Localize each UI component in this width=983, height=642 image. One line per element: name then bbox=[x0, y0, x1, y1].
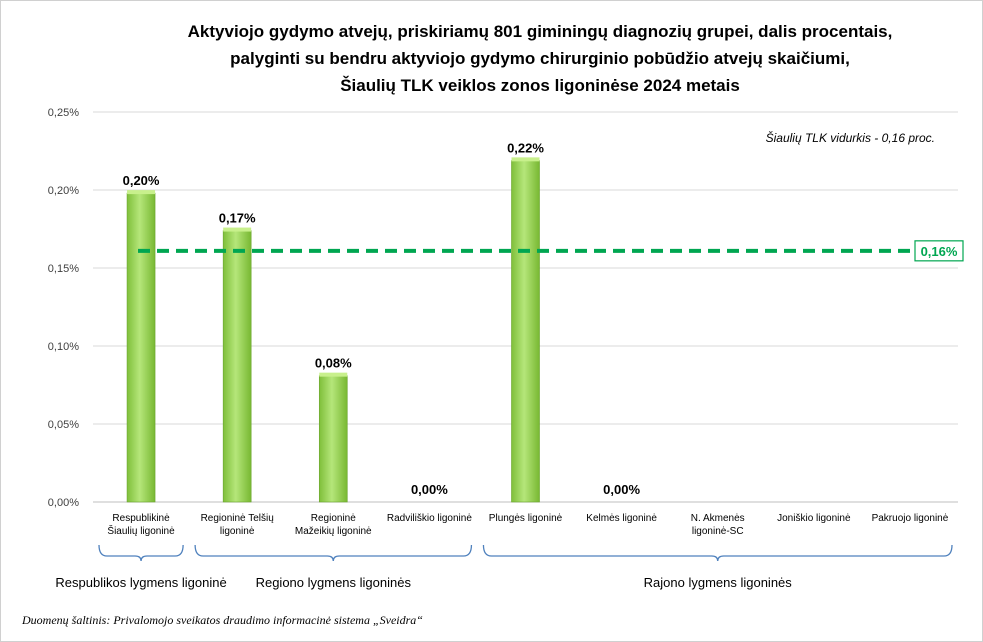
y-tick-label: 0,20% bbox=[48, 185, 79, 197]
category-label: Kelmės ligoninė bbox=[586, 513, 657, 524]
chart-title-line-1: Aktyviojo gydymo atvejų, priskiriamų 801… bbox=[187, 22, 893, 41]
y-tick-label: 0,25% bbox=[48, 107, 79, 119]
group-label: Regiono lygmens ligoninės bbox=[256, 575, 412, 590]
group-bracket bbox=[194, 544, 473, 562]
category-label: Pakruojo ligoninė bbox=[872, 513, 949, 524]
category-label: Radviliškio ligoninė bbox=[387, 513, 472, 524]
bar bbox=[511, 160, 540, 503]
bar bbox=[126, 192, 156, 503]
y-tick-label: 0,10% bbox=[48, 341, 79, 353]
data-label: 0,08% bbox=[315, 356, 352, 371]
data-label: 0,17% bbox=[219, 211, 256, 226]
group-bracket bbox=[482, 544, 953, 562]
category-label: Regioninė Telšių bbox=[201, 513, 275, 524]
y-tick-label: 0,00% bbox=[48, 497, 79, 509]
category-label: Joniškio ligoninė bbox=[777, 513, 851, 524]
category-label: ligoninė bbox=[220, 526, 255, 537]
data-label: 0,00% bbox=[411, 482, 448, 497]
reference-label-box bbox=[914, 240, 964, 262]
y-tick-label: 0,05% bbox=[48, 419, 79, 431]
group-bracket bbox=[98, 544, 184, 562]
category-label: ligoninė-SC bbox=[692, 526, 744, 537]
data-label: 0,00% bbox=[603, 482, 640, 497]
group-label: Rajono lygmens ligoninės bbox=[644, 575, 793, 590]
bar-top bbox=[223, 227, 252, 232]
bar bbox=[222, 230, 252, 503]
bar-top bbox=[319, 372, 348, 377]
reference-label: 0,16% bbox=[921, 244, 958, 259]
bar-top bbox=[127, 190, 156, 195]
category-label: N. Akmenės bbox=[691, 513, 745, 524]
data-source-note: Duomenų šaltinis: Privalomojo sveikatos … bbox=[22, 613, 423, 627]
category-label: Regioninė bbox=[311, 513, 356, 524]
category-label: Respublikinė bbox=[112, 513, 170, 524]
category-label: Šiaulių ligoninė bbox=[107, 524, 175, 537]
average-annotation: Šiaulių TLK vidurkis - 0,16 proc. bbox=[765, 131, 935, 145]
y-tick-label: 0,15% bbox=[48, 263, 79, 275]
chart-title-line-2: palyginti su bendru aktyviojo gydymo chi… bbox=[230, 49, 850, 68]
data-label: 0,20% bbox=[123, 173, 160, 188]
group-label: Respublikos lygmens ligoninė bbox=[55, 575, 226, 590]
data-label: 0,22% bbox=[507, 140, 544, 155]
category-label: Plungės ligoninė bbox=[489, 513, 563, 524]
chart-title-line-3: Šiaulių TLK veiklos zonos ligoninėse 202… bbox=[340, 76, 740, 95]
category-label: Mažeikių ligoninė bbox=[295, 526, 372, 537]
bar-top bbox=[511, 157, 540, 162]
bar bbox=[318, 375, 348, 503]
